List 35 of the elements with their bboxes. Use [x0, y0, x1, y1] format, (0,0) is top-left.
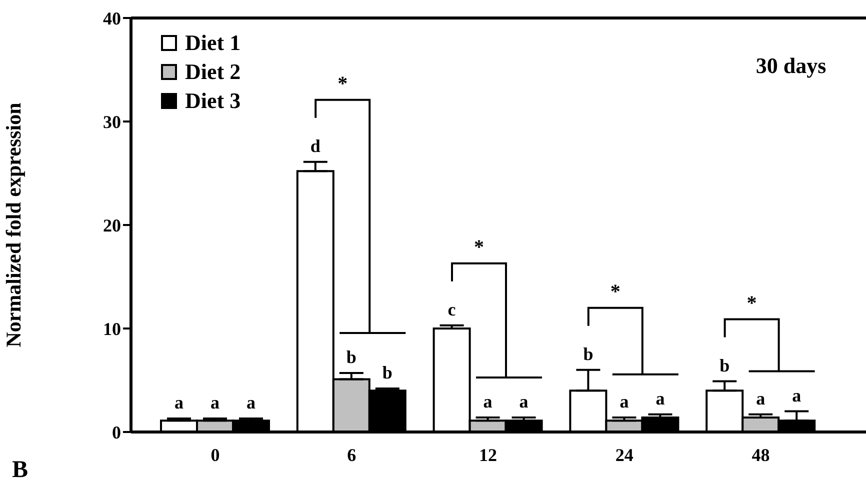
data-label: b: [583, 344, 594, 364]
x-tick-label: 48: [752, 444, 770, 465]
legend-label: Diet 2: [185, 58, 241, 84]
y-tick-label: 20: [103, 215, 121, 236]
data-label: a: [656, 388, 665, 408]
x-tick-label: 24: [615, 444, 634, 465]
x-tick-label: 12: [479, 444, 497, 465]
x-tick-label: 6: [347, 444, 356, 465]
annotation: *: [474, 236, 484, 258]
data-label: b: [382, 362, 392, 383]
annotation: *: [610, 280, 620, 303]
y-tick-label: 30: [103, 112, 121, 132]
y-tick-label: 0: [112, 422, 121, 442]
data-label: a: [792, 385, 802, 406]
annotation: 30 days: [756, 53, 827, 78]
annotation: *: [746, 292, 757, 314]
legend-label: Diet 3: [185, 88, 241, 114]
legend-label: Diet 1: [185, 30, 241, 56]
y-tick-label: 10: [103, 318, 121, 339]
x-tick-label: 0: [210, 444, 220, 465]
data-label: b: [720, 355, 730, 376]
data-label: a: [174, 392, 184, 413]
data-label: a: [756, 388, 766, 408]
data-label: a: [519, 392, 528, 412]
data-label: c: [448, 299, 456, 320]
data-label: a: [483, 392, 492, 412]
text: B: [12, 457, 28, 483]
y-axis-title: Normalized fold expression: [1, 102, 26, 348]
annotation: *: [338, 72, 348, 95]
data-label: b: [346, 347, 356, 368]
y-tick-label: 40: [103, 8, 121, 28]
data-label: d: [310, 136, 320, 156]
data-label: a: [210, 392, 220, 413]
data-label: a: [246, 392, 256, 413]
data-label: a: [620, 392, 629, 412]
